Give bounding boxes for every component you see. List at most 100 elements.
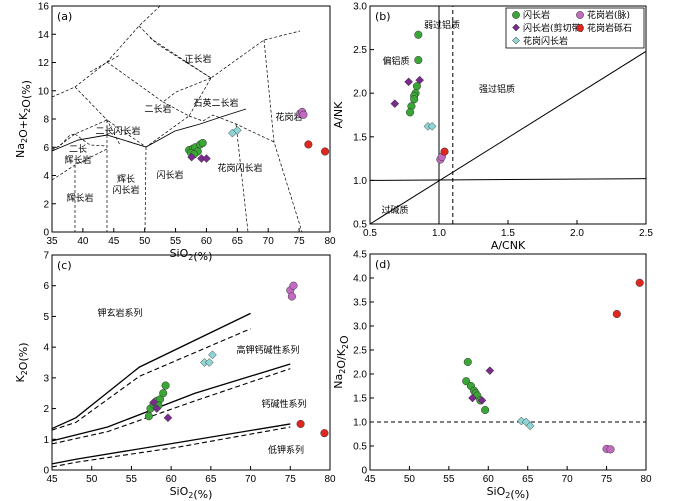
- x-tick-label: 70: [263, 236, 275, 247]
- data-point: [410, 95, 419, 104]
- panel-d-x-label: SiO2(%): [487, 485, 530, 501]
- panel-c-y-label: K2O(%): [14, 342, 30, 382]
- panel-c-frame: [51, 254, 331, 471]
- y-tick-label: 0.5: [353, 442, 367, 453]
- series-boundary-line: [51, 423, 291, 465]
- data-point: [404, 77, 413, 87]
- y-tick-label: 6: [43, 143, 49, 154]
- boundary-line-diagonal: [369, 50, 647, 225]
- data-point: [144, 412, 153, 421]
- series-boundary-line: [51, 368, 291, 445]
- data-point: [485, 366, 495, 375]
- y-tick-label: 0.5: [353, 220, 367, 231]
- data-point: [468, 393, 477, 403]
- panel-b: (b) 闪长岩 花岗岩(脉) 闪长岩(剪切带) 花岗岩砾石 花岗闪长岩 弱过铝质…: [332, 2, 653, 253]
- x-tick-label: 80: [324, 236, 336, 247]
- field-label: 钙碱性系列: [261, 398, 306, 410]
- panel-a-ticks: 35 40 45 50 55 60 65 70 75 80 0 2 4 6 8 10 12 14 16: [38, 2, 336, 248]
- x-tick-label: 60: [166, 474, 178, 485]
- x-tick-label: 1.5: [501, 228, 515, 239]
- x-tick-label: 50: [86, 474, 98, 485]
- x-tick-label: 2.5: [639, 228, 653, 239]
- field-label: 二长: [69, 143, 87, 155]
- panel-b-x-label: A/CNK: [491, 239, 526, 252]
- legend-label: 花岗岩砾石: [587, 22, 632, 34]
- x-tick-label: 60: [201, 236, 213, 247]
- x-tick-label: 45: [364, 474, 376, 485]
- y-tick-label: 14: [38, 30, 50, 41]
- x-tick-label: 80: [324, 474, 336, 485]
- y-tick-label: 0: [43, 228, 49, 239]
- data-point: [517, 416, 526, 426]
- data-point: [161, 381, 170, 390]
- x-tick-label: 55: [443, 474, 455, 485]
- panel-a-label: (a): [57, 10, 72, 23]
- y-tick-label: 10: [38, 86, 50, 97]
- x-tick-label: 50: [404, 474, 416, 485]
- legend-label: 花岗岩(脉): [587, 9, 630, 21]
- panel-c-series-boundaries: [51, 312, 291, 468]
- y-tick-label: 3.0: [353, 322, 367, 333]
- field-label: 正长岩: [184, 53, 211, 65]
- y-tick-label: 1.0: [353, 176, 367, 187]
- panel-c-label: (c): [57, 259, 72, 272]
- data-point: [159, 389, 168, 398]
- series-boundary-line: [51, 312, 251, 430]
- data-point: [463, 357, 472, 367]
- series-boundary-line: [51, 426, 291, 468]
- y-tick-label: 2: [43, 199, 49, 210]
- data-point: [232, 125, 242, 135]
- data-point: [204, 358, 214, 367]
- data-point: [296, 419, 305, 428]
- data-point: [321, 147, 330, 156]
- x-tick-label: 80: [640, 474, 652, 485]
- x-tick-label: 70: [562, 474, 574, 485]
- y-tick-label: 4.5: [353, 250, 367, 261]
- y-tick-label: 1.0: [353, 418, 367, 429]
- data-point: [163, 413, 173, 423]
- data-point: [612, 309, 621, 319]
- data-point: [414, 30, 423, 39]
- field-label: 闪长岩: [156, 169, 183, 181]
- y-tick-label: 2.5: [353, 346, 367, 357]
- panel-a-points: [185, 107, 330, 163]
- panel-a-y-label: Na2O+K2O(%): [14, 80, 33, 158]
- legend-marker-granite-gravel: [576, 24, 584, 32]
- field-label: 偏铝质: [382, 55, 409, 67]
- data-point: [208, 350, 217, 360]
- x-tick-label: 75: [601, 474, 613, 485]
- legend-label: 花岗闪长岩: [523, 35, 568, 47]
- panel-c: (c) 钾玄岩系列 高钾钙碱性系列 钙碱性系列 低钾系列 45 50 55 60 65 7…: [14, 251, 336, 501]
- panel-c-x-label: SiO2(%): [170, 485, 213, 501]
- x-tick-label: 75: [285, 474, 297, 485]
- y-tick-label: 1.5: [353, 394, 367, 405]
- field-label: 二长岩: [144, 103, 171, 115]
- panel-a-field-boundaries: [51, 5, 303, 233]
- panel-c-points: [144, 281, 329, 438]
- panel-b-points: [390, 30, 449, 164]
- legend-label: 闪长岩(剪切带): [523, 22, 584, 34]
- field-label: 石英二长岩: [193, 97, 238, 109]
- field-label: 辉长岩: [66, 192, 93, 204]
- data-point: [427, 121, 437, 131]
- field-label: 钾玄岩系列: [97, 307, 142, 319]
- x-tick-label: 1.0: [432, 228, 446, 239]
- y-tick-label: 12: [38, 58, 50, 69]
- data-point: [635, 278, 644, 287]
- y-tick-label: 7: [43, 251, 49, 262]
- panel-a-alkaline-boundary: [51, 108, 247, 152]
- panel-b-label: (b): [375, 10, 391, 23]
- y-tick-label: 1.5: [353, 132, 367, 143]
- y-tick-label: 6: [43, 281, 49, 292]
- data-point: [304, 140, 313, 149]
- data-point: [440, 147, 449, 156]
- panel-d-frame: [369, 253, 647, 471]
- field-label: 弱过铝质: [424, 19, 460, 31]
- x-tick-label: 60: [483, 474, 495, 485]
- x-tick-label: 65: [522, 474, 534, 485]
- legend-marker-granodiorite: [512, 36, 520, 45]
- panel-a-x-label: SiO2(%): [170, 247, 213, 263]
- field-label: 闪长岩: [112, 184, 139, 196]
- legend-marker-diorite: [512, 11, 520, 19]
